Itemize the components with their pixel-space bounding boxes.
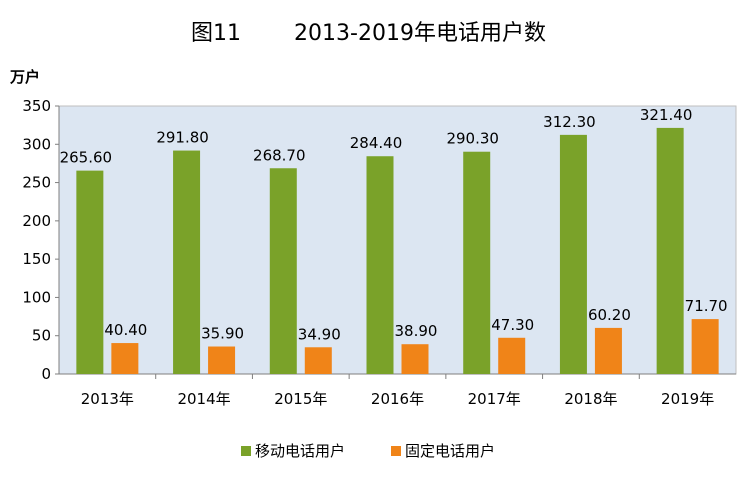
- bar-fixed: [498, 337, 526, 374]
- legend-label-mobile: 移动电话用户: [255, 442, 345, 460]
- data-label: 34.90: [298, 325, 341, 343]
- data-label: 60.20: [588, 306, 631, 324]
- y-tick-label: 50: [32, 327, 51, 345]
- data-label: 312.30: [543, 113, 596, 131]
- data-label: 265.60: [60, 149, 113, 167]
- bar-mobile: [269, 168, 297, 374]
- bar-mobile: [76, 170, 104, 374]
- bar-mobile: [366, 156, 394, 374]
- legend-swatch-mobile: [241, 446, 251, 456]
- y-axis-unit: 万户: [9, 68, 40, 86]
- bar-fixed: [111, 343, 139, 374]
- chart-title-prefix: 图11: [191, 21, 241, 46]
- data-label: 35.90: [201, 325, 244, 343]
- bar-mobile: [173, 150, 201, 374]
- y-tick-label: 200: [22, 212, 51, 230]
- y-tick-label: 0: [41, 365, 51, 383]
- data-label: 321.40: [640, 106, 693, 124]
- chart-title: 2013-2019年电话用户数: [294, 21, 546, 46]
- data-label: 38.90: [395, 322, 438, 340]
- data-label: 40.40: [104, 321, 147, 339]
- data-labels: 265.60 40.40 291.80 35.90 268.70 34.90 284.40 3…: [60, 106, 728, 343]
- x-category-label: 2018年: [564, 390, 617, 408]
- data-label: 291.80: [156, 129, 209, 147]
- y-tick-label: 100: [22, 288, 51, 306]
- y-tick-label: 250: [22, 174, 51, 192]
- x-category-label: 2015年: [274, 390, 327, 408]
- x-category-label: 2017年: [468, 390, 521, 408]
- data-label: 284.40: [350, 134, 403, 152]
- bar-fixed: [208, 346, 236, 374]
- x-axis: 2013年 2014年 2015年 2016年 2017年 2018年 2019年: [59, 373, 736, 408]
- bar-fixed: [401, 344, 429, 374]
- bar-mobile: [463, 151, 491, 374]
- x-category-label: 2013年: [81, 390, 134, 408]
- x-category-label: 2019年: [661, 390, 714, 408]
- y-tick-label: 300: [22, 135, 51, 153]
- y-tick-label: 150: [22, 250, 51, 268]
- legend-label-fixed: 固定电话用户: [405, 442, 495, 460]
- y-tick-label: 350: [22, 97, 51, 115]
- bars: [76, 127, 719, 374]
- bar-fixed: [304, 347, 332, 374]
- y-axis: 0 50 100 150 200 250 300 350: [22, 97, 60, 383]
- bar-mobile: [656, 127, 684, 374]
- data-label: 71.70: [685, 297, 728, 315]
- data-label: 47.30: [491, 316, 534, 334]
- data-label: 268.70: [253, 146, 306, 164]
- legend: 移动电话用户 固定电话用户: [241, 442, 495, 460]
- legend-swatch-fixed: [391, 446, 401, 456]
- bar-fixed: [594, 327, 622, 374]
- data-label: 290.30: [446, 130, 499, 148]
- bar-mobile: [559, 134, 587, 374]
- x-category-label: 2014年: [177, 390, 230, 408]
- x-category-label: 2016年: [371, 390, 424, 408]
- plot-area: [58, 105, 737, 375]
- bar-fixed: [691, 319, 719, 374]
